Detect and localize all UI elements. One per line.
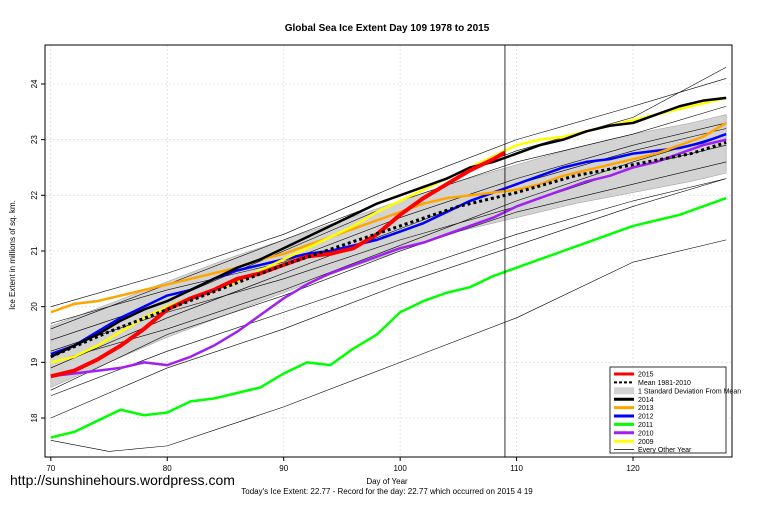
legend-label: 2012 — [638, 414, 654, 421]
legend-box — [609, 366, 727, 454]
y-tick-label: 20 — [30, 302, 39, 311]
series-2012-line — [50, 132, 727, 356]
series-2013-line — [50, 121, 727, 314]
other-year-line — [50, 161, 727, 391]
y-axis-label: Ice Extent in millions of sq. km. — [8, 200, 17, 310]
series-2014-line — [50, 96, 727, 358]
other-year-line — [50, 133, 727, 363]
y-tick-label: 19 — [30, 357, 39, 366]
x-tick-label: 120 — [626, 464, 640, 473]
y-tick-label: 23 — [30, 135, 39, 144]
legend-label: 2013 — [638, 405, 654, 412]
x-tick-label: 70 — [46, 464, 55, 473]
other-year-line — [50, 122, 727, 324]
other-year-line — [50, 178, 727, 419]
y-tick-label: 22 — [30, 190, 39, 199]
legend-label: 2009 — [638, 439, 654, 446]
series-2015-line — [50, 150, 506, 379]
legend-swatch — [614, 387, 634, 395]
legend-label: 2010 — [638, 430, 654, 437]
series-layer — [50, 96, 727, 439]
chart-title: Global Sea Ice Extent Day 109 1978 to 20… — [285, 23, 490, 34]
other-year-line — [50, 128, 727, 369]
std-dev-band-layer — [50, 114, 727, 388]
legend-label: Mean 1981-2010 — [638, 380, 691, 387]
other-year-line — [50, 178, 727, 397]
std-dev-band — [50, 114, 727, 388]
legend-label: 2014 — [638, 397, 654, 404]
legend-label: 2015 — [638, 372, 654, 379]
legend-label: 2011 — [638, 422, 653, 429]
y-tick-label: 21 — [30, 246, 39, 255]
series-2010-line — [50, 138, 727, 378]
x-axis-label: Day of Year — [366, 477, 408, 486]
legend-label: Every Other Year — [638, 447, 692, 454]
x-tick-label: 90 — [279, 464, 288, 473]
y-tick-label: 24 — [30, 79, 39, 88]
other-year-line — [50, 239, 727, 452]
mean-line — [50, 141, 727, 359]
other-year-line — [50, 78, 727, 307]
series-2011-line — [50, 196, 727, 439]
x-tick-label: 80 — [163, 464, 172, 473]
legend-label: 1 Standard Deviation From Mean — [638, 388, 741, 395]
axis-ticks-layer: 70 80 90 100 110 120 18 19 20 21 22 23 24 — [30, 79, 640, 473]
y-tick-label: 18 — [30, 413, 39, 422]
x-tick-label: 100 — [393, 464, 407, 473]
watermark-url: http://sunshinehours.wordpress.com — [10, 472, 235, 488]
x-tick-label: 110 — [510, 464, 523, 473]
chart-caption: Today's Ice Extent: 22.77 - Record for t… — [241, 487, 533, 496]
